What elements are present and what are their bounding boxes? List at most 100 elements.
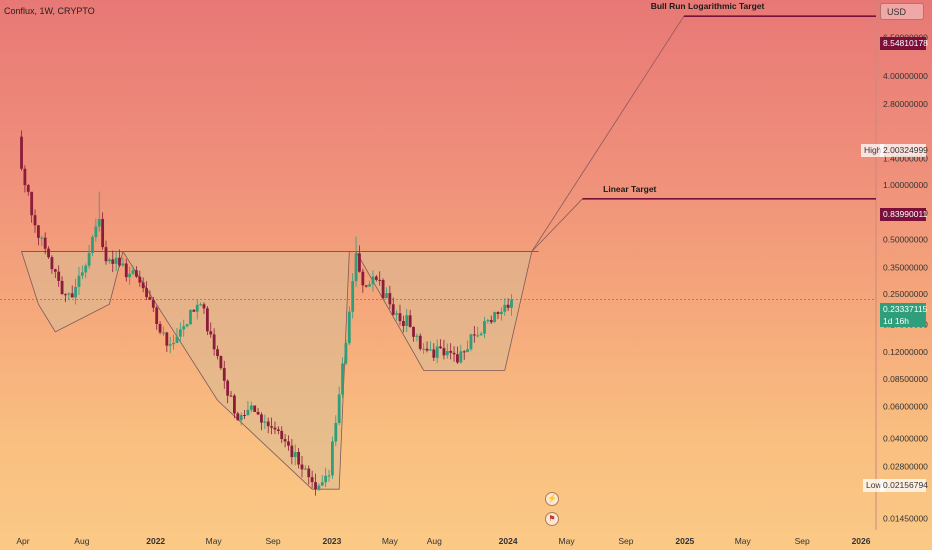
symbol-title[interactable]: Conflux, 1W, CRYPTO xyxy=(4,6,95,16)
candle-body xyxy=(107,259,111,262)
candle-body xyxy=(324,475,328,483)
candle-body xyxy=(77,275,81,287)
time-tick-label: Sep xyxy=(618,536,633,546)
candle-body xyxy=(493,312,497,323)
candle-body xyxy=(435,346,439,358)
candle-body xyxy=(20,136,23,169)
candle-body xyxy=(368,284,371,287)
bull-target-price-label: 8.54810178 xyxy=(880,37,928,50)
candle-body xyxy=(449,350,453,353)
candle-body xyxy=(47,248,50,258)
candle-body xyxy=(128,273,132,278)
price-tick-label: 0.02800000 xyxy=(883,462,928,472)
candle-body xyxy=(276,429,280,431)
candle-body xyxy=(121,263,125,266)
candle-body xyxy=(202,304,206,309)
candle-body xyxy=(337,394,341,424)
candle-body xyxy=(317,485,321,490)
candle-body xyxy=(70,293,74,298)
candle-body xyxy=(395,313,399,315)
candle-body xyxy=(172,342,175,345)
candle-body xyxy=(87,252,91,266)
candle-body xyxy=(97,218,101,227)
candle-body xyxy=(391,304,395,315)
candle-body xyxy=(205,308,209,332)
candle-body xyxy=(141,282,145,289)
candle-body xyxy=(131,270,135,274)
candle-body xyxy=(114,257,118,264)
flag-icon[interactable]: ⚑ xyxy=(545,512,559,526)
candle-body xyxy=(26,185,30,192)
time-tick-label: Sep xyxy=(795,536,810,546)
candle-body xyxy=(472,334,476,336)
price-tick-label: 0.01450000 xyxy=(883,513,928,523)
price-tick-label: 0.35000000 xyxy=(883,263,928,273)
candle-body xyxy=(53,269,57,272)
candle-body xyxy=(432,349,436,358)
candle-body xyxy=(249,405,253,410)
candle-body xyxy=(405,315,409,327)
price-tick-label: 0.08500000 xyxy=(883,374,928,384)
time-tick-label: May xyxy=(559,536,576,546)
candle-body xyxy=(344,343,348,364)
candle-body xyxy=(233,395,236,414)
candle-body xyxy=(412,326,415,337)
candle-body xyxy=(189,309,192,325)
price-tick-label: 1.40000000 xyxy=(883,154,928,164)
price-tick-label: 4.00000000 xyxy=(883,71,928,81)
candle-body xyxy=(199,304,203,306)
candle-body xyxy=(510,299,513,308)
candle-body xyxy=(151,299,155,308)
candle-body xyxy=(192,309,196,312)
currency-button[interactable]: USD xyxy=(880,3,924,20)
candle-body xyxy=(243,415,246,417)
candle-body xyxy=(263,421,267,423)
time-tick-label: May xyxy=(382,536,399,546)
candle-body xyxy=(175,336,179,343)
low-price-label: 0.02156794 xyxy=(880,479,928,492)
candle-body xyxy=(462,351,466,353)
candle-body xyxy=(293,452,297,458)
candle-body xyxy=(503,304,507,312)
candle-body xyxy=(222,368,226,381)
candle-body xyxy=(418,335,422,349)
candle-body xyxy=(331,441,334,476)
flash-icon[interactable]: ⚡ xyxy=(545,492,559,506)
current-price-value: 0.23337115 xyxy=(883,304,928,314)
price-tick-label: 0.50000000 xyxy=(883,235,928,245)
candle-body xyxy=(361,271,365,286)
candle-body xyxy=(165,332,169,346)
candle-body xyxy=(64,294,67,296)
time-tick-label: 2022 xyxy=(146,536,165,546)
candle-body xyxy=(297,452,301,465)
candle-body xyxy=(74,286,77,298)
candle-body xyxy=(466,349,469,352)
candle-body xyxy=(347,311,351,344)
candle-body xyxy=(381,280,385,299)
countdown-value: 1d 16h xyxy=(883,316,909,326)
candle-body xyxy=(67,293,71,295)
candle-body xyxy=(135,270,138,277)
candle-body xyxy=(178,329,182,337)
linear-target-price-label: 0.83990011 xyxy=(880,208,927,221)
candle-body xyxy=(408,315,412,327)
candle-body xyxy=(303,468,307,470)
price-tick-label: 1.00000000 xyxy=(883,180,928,190)
time-tick-label: 2025 xyxy=(675,536,694,546)
price-tick-label: 0.12000000 xyxy=(883,347,928,357)
candle-body xyxy=(168,344,172,346)
candle-body xyxy=(43,237,47,249)
candle-body xyxy=(401,321,405,327)
candle-body xyxy=(94,226,98,238)
candle-body xyxy=(185,324,189,327)
candle-body xyxy=(300,464,304,470)
bull-run-trendline xyxy=(531,15,685,252)
candle-body xyxy=(422,348,426,350)
candle-body xyxy=(496,312,500,315)
candle-body xyxy=(445,350,449,356)
candle-body xyxy=(287,441,290,446)
low-tag: Low xyxy=(863,479,885,492)
candle-body xyxy=(483,321,486,334)
